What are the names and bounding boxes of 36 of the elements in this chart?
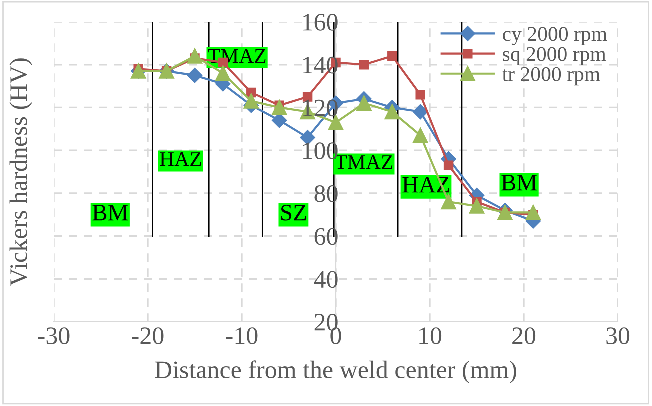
- x-tick-label: -20: [132, 328, 164, 344]
- point: [413, 104, 428, 120]
- point: [526, 205, 542, 220]
- y-tick-label: 60: [314, 228, 338, 246]
- annotation: HAZ: [160, 152, 202, 166]
- y-axis-title: Vickers hardness (HV): [10, 58, 32, 286]
- y-tick-label: 160: [303, 14, 338, 31]
- point: [216, 66, 231, 82]
- point: [356, 96, 372, 112]
- x-tick-label: 20: [512, 328, 536, 344]
- point: [388, 51, 398, 62]
- x-tick-label: 10: [420, 328, 442, 344]
- point: [441, 194, 456, 210]
- point: [416, 90, 426, 100]
- y-tick-label: 40: [314, 271, 338, 288]
- point: [444, 160, 454, 170]
- point: [384, 104, 400, 120]
- point: [272, 100, 288, 116]
- point: [272, 113, 288, 128]
- point: [469, 198, 485, 214]
- point: [328, 115, 344, 130]
- legend-label: cy 2000 rpm: [503, 27, 608, 46]
- point: [244, 94, 260, 109]
- point: [412, 128, 428, 144]
- legend-label: sq 2000 rpm: [503, 47, 606, 66]
- legend-label: tr 2000 rpm: [502, 67, 600, 86]
- point: [359, 60, 370, 70]
- annotation: BM: [502, 175, 537, 191]
- point: [187, 68, 203, 84]
- annotation: SZ: [282, 204, 306, 221]
- x-tick-label: -10: [226, 328, 258, 344]
- x-tick-label: -30: [38, 328, 70, 344]
- x-axis-title: Distance from the weld center (mm): [155, 360, 516, 384]
- point: [187, 48, 203, 64]
- x-tick-label: 30: [606, 328, 630, 344]
- annotation: BM: [92, 205, 128, 221]
